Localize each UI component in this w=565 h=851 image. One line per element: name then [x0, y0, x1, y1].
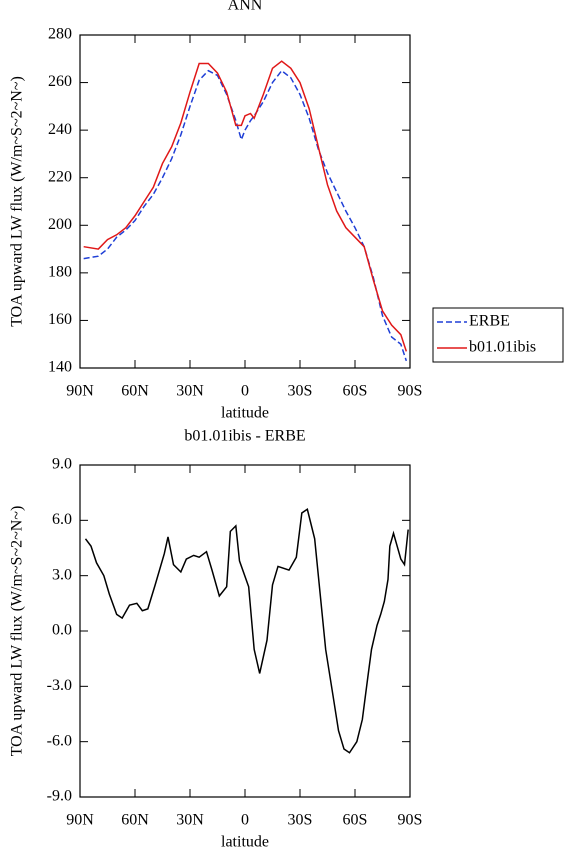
x-tick-label: 30N [176, 383, 204, 400]
y-tick-label: 180 [48, 264, 72, 281]
x-tick-label: 60S [343, 383, 368, 400]
x-tick-label: 90N [66, 812, 94, 829]
x-tick-label: 90N [66, 383, 94, 400]
plot-frame [79, 464, 411, 798]
plot-frame [79, 34, 411, 369]
legend-label: ERBE [469, 313, 510, 330]
y-tick-label: 200 [48, 216, 72, 233]
x-tick-label: 30S [288, 383, 313, 400]
y-tick-label: 280 [48, 26, 72, 43]
x-tick-label: 60N [121, 812, 149, 829]
y-tick-label: -3.0 [47, 677, 72, 694]
data-line [83, 60, 408, 352]
x-tick-label: 0 [241, 812, 249, 829]
y-axis-label: TOA upward LW flux (W/m~S~2~N~) [9, 506, 26, 757]
x-tick-label: 0 [241, 383, 249, 400]
y-tick-label: 0.0 [52, 622, 72, 639]
legend-box [432, 307, 564, 363]
x-tick-label: 30S [288, 812, 313, 829]
y-tick-label: -9.0 [47, 788, 72, 805]
y-tick-label: 240 [48, 121, 72, 138]
y-axis-label: TOA upward LW flux (W/m~S~2~N~) [9, 76, 26, 327]
chart-title: ANN [228, 0, 263, 14]
x-axis-label: latitude [221, 834, 269, 851]
data-line [84, 508, 409, 754]
y-tick-label: 9.0 [52, 456, 72, 473]
x-tick-label: 90S [398, 383, 423, 400]
x-tick-label: 30N [176, 812, 204, 829]
y-tick-label: 3.0 [52, 566, 72, 583]
data-line [83, 69, 408, 362]
x-tick-label: 60S [343, 812, 368, 829]
y-tick-label: -6.0 [47, 732, 72, 749]
chart-title: b01.01ibis - ERBE [184, 428, 305, 445]
x-axis-label: latitude [221, 405, 269, 422]
y-tick-label: 260 [48, 73, 72, 90]
x-tick-label: 90S [398, 812, 423, 829]
y-tick-label: 220 [48, 168, 72, 185]
y-tick-label: 140 [48, 359, 72, 376]
y-tick-label: 6.0 [52, 511, 72, 528]
x-tick-label: 60N [121, 383, 149, 400]
y-tick-label: 160 [48, 311, 72, 328]
legend-label: b01.01ibis [469, 339, 536, 356]
